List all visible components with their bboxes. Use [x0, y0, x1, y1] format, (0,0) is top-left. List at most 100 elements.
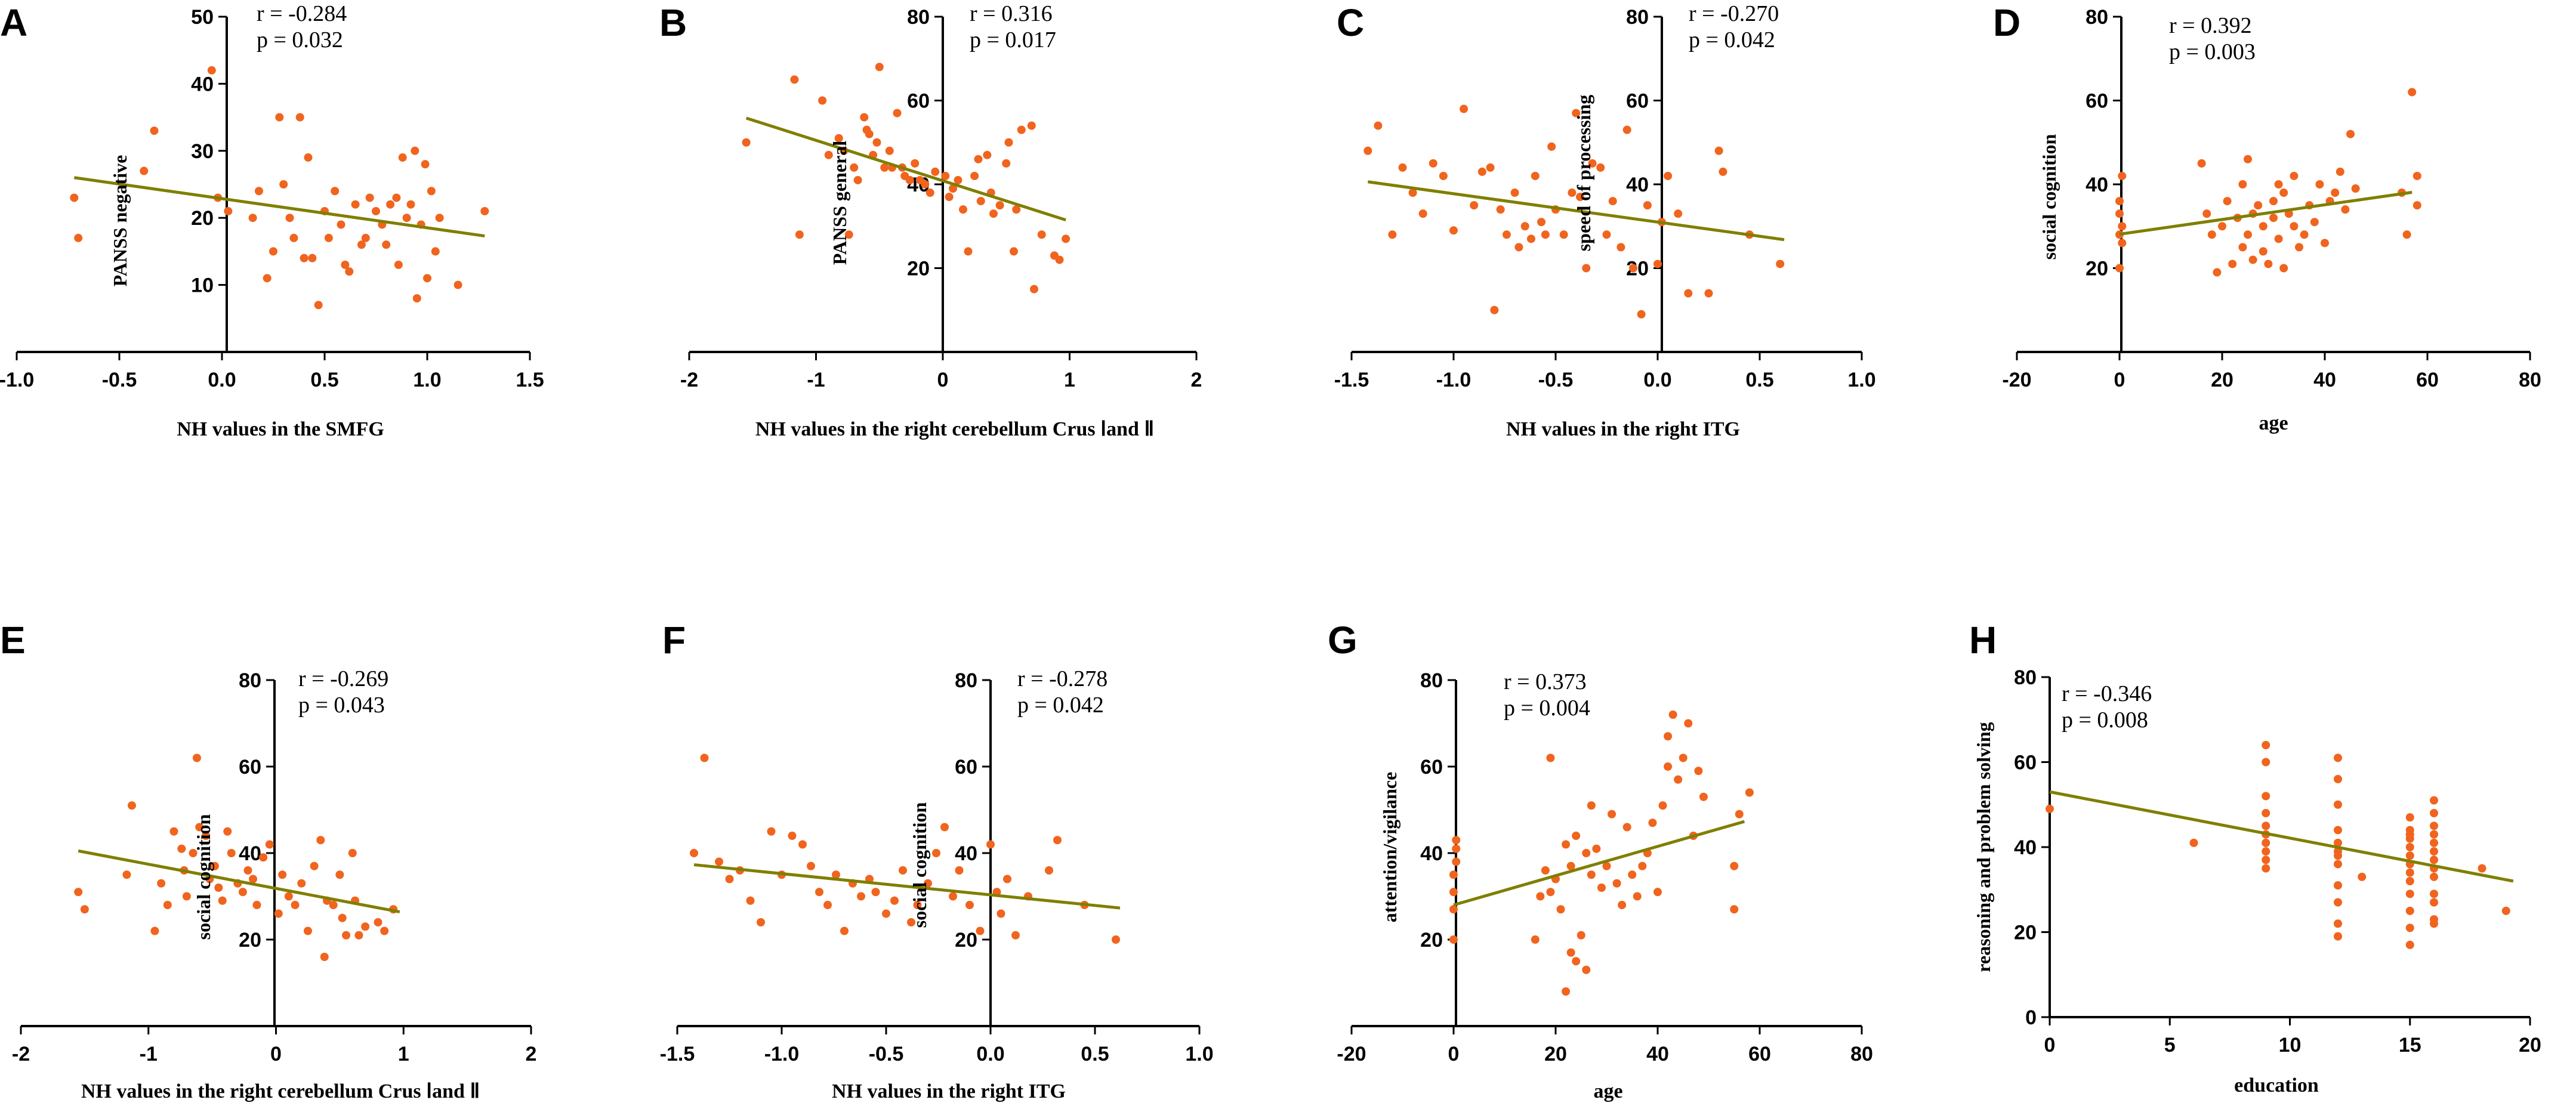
x-tick-label: 15	[2399, 1034, 2421, 1057]
data-point	[1017, 125, 1026, 134]
data-point	[1452, 857, 1461, 866]
y-tick-label: 0	[2025, 1006, 2037, 1029]
data-point	[1628, 264, 1637, 273]
data-point	[454, 280, 462, 289]
regression-line	[1453, 820, 1745, 907]
data-point	[1597, 884, 1606, 892]
data-point	[2259, 247, 2268, 256]
data-point	[911, 159, 920, 168]
data-point	[1452, 836, 1461, 845]
y-tick-label: 40	[191, 73, 214, 95]
data-point	[905, 175, 914, 184]
data-point	[1556, 905, 1565, 914]
x-tick-label: 0	[1448, 1043, 1460, 1065]
data-point	[2408, 88, 2417, 97]
data-point	[223, 827, 232, 836]
data-point	[2405, 813, 2414, 822]
data-point	[1668, 710, 1677, 719]
data-point	[1714, 146, 1723, 155]
data-point	[1531, 171, 1540, 180]
regression-line	[1368, 180, 1785, 242]
regression-line	[745, 116, 1066, 222]
data-point	[1684, 719, 1693, 728]
y-axis-label: PANSS general	[829, 141, 850, 265]
data-point	[1568, 189, 1577, 197]
data-point	[2262, 809, 2270, 817]
x-tick-label: -1.5	[660, 1043, 695, 1065]
data-point	[218, 896, 227, 905]
data-point	[214, 884, 223, 892]
data-point	[2207, 230, 2216, 239]
y-tick-label: 40	[2014, 836, 2037, 859]
data-point	[394, 260, 403, 269]
data-point	[1486, 163, 1495, 172]
data-point	[2334, 932, 2342, 941]
data-point	[2501, 906, 2510, 915]
data-point	[1618, 901, 1627, 909]
data-point	[1418, 209, 1427, 218]
r-value-label: r = -0.270	[1689, 1, 1779, 26]
data-point	[2334, 919, 2342, 928]
data-point	[2430, 830, 2438, 839]
y-tick-label: 80	[907, 6, 930, 29]
data-point	[316, 836, 325, 845]
data-point	[790, 75, 799, 84]
data-point	[2334, 838, 2342, 847]
p-value-label: p = 0.043	[298, 693, 385, 718]
data-point	[2321, 239, 2329, 248]
data-point	[989, 209, 998, 218]
x-tick-label: 0.5	[310, 369, 338, 391]
data-point	[945, 193, 954, 202]
data-point	[351, 200, 360, 209]
x-tick-label: 0.5	[1745, 369, 1773, 391]
data-point	[2244, 230, 2252, 239]
data-point	[423, 274, 431, 283]
data-point	[832, 870, 840, 879]
data-point	[1653, 888, 1662, 897]
data-point	[925, 189, 934, 197]
data-point	[857, 892, 865, 901]
data-point	[815, 888, 823, 897]
p-value-label: p = 0.003	[2169, 39, 2256, 64]
data-point	[997, 909, 1005, 918]
data-point	[949, 892, 957, 901]
data-point	[480, 206, 489, 215]
data-point	[2238, 180, 2247, 189]
x-axis-label: education	[2234, 1074, 2319, 1096]
data-point	[2262, 792, 2270, 801]
data-point	[807, 861, 815, 870]
data-point	[249, 875, 258, 884]
data-point	[248, 214, 257, 223]
y-tick-label: 60	[1420, 756, 1443, 779]
y-tick-label: 40	[955, 842, 977, 865]
data-point	[74, 233, 83, 242]
y-tick-label: 60	[239, 756, 261, 779]
data-point	[1658, 801, 1667, 810]
data-point	[1537, 218, 1546, 227]
y-tick-label: 60	[907, 90, 930, 113]
data-point	[1547, 142, 1556, 151]
data-point	[1643, 201, 1652, 210]
data-point	[189, 849, 198, 857]
data-point	[1055, 255, 1064, 264]
x-axis-label: age	[1593, 1080, 1622, 1102]
data-point	[1566, 861, 1575, 870]
x-tick-label: 1	[1064, 369, 1075, 391]
data-point	[2430, 796, 2438, 805]
data-point	[986, 840, 995, 849]
x-tick-label: -1.0	[764, 1043, 800, 1065]
data-point	[70, 193, 79, 202]
data-point	[2336, 167, 2344, 176]
y-tick-label: 10	[191, 274, 214, 297]
x-tick-label: -0.5	[1538, 369, 1574, 391]
x-tick-label: -0.5	[102, 369, 137, 391]
data-point	[1648, 818, 1657, 827]
data-point	[700, 753, 709, 762]
data-point	[788, 832, 797, 840]
data-point	[885, 146, 894, 155]
data-point	[402, 214, 411, 223]
data-point	[169, 827, 178, 836]
data-point	[227, 849, 236, 857]
